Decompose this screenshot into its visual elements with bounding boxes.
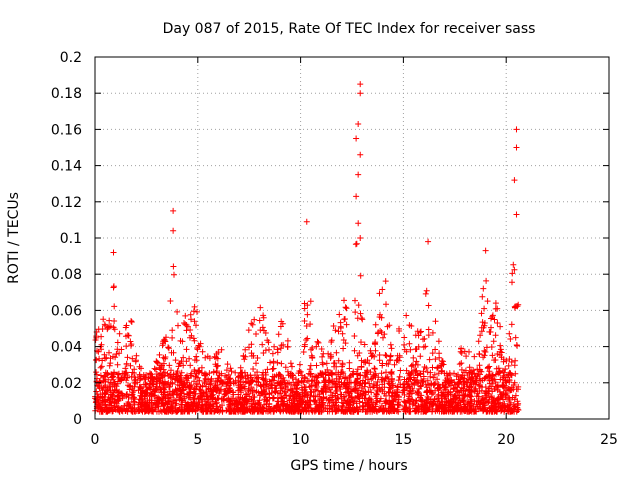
chart-title: Day 087 of 2015, Rate Of TEC Index for r… [163, 21, 536, 37]
y-tick-label: 0.16 [51, 122, 82, 138]
y-axis-ticks: 0 0.02 0.04 0.06 0.08 0.1 0.12 0.14 0.16 0.18 0.2 [51, 50, 609, 428]
data-point [513, 126, 520, 133]
data-point [303, 218, 310, 225]
y-tick-label: 0 [73, 412, 82, 428]
data-point [511, 177, 518, 184]
y-tick-label: 0.2 [60, 50, 82, 66]
data-point [170, 207, 177, 214]
data-points [92, 81, 522, 415]
data-point [170, 227, 177, 234]
data-point [482, 247, 489, 254]
y-tick-label: 0.1 [60, 231, 82, 247]
data-point [355, 171, 362, 178]
y-tick-label: 0.18 [51, 86, 82, 102]
x-tick-label: 10 [292, 432, 310, 448]
x-axis-label: GPS time / hours [290, 458, 407, 474]
data-point [513, 211, 520, 218]
data-point [353, 135, 360, 142]
data-point [513, 144, 520, 151]
data-point [357, 90, 364, 97]
x-tick-label: 5 [193, 432, 202, 448]
y-tick-label: 0.02 [51, 376, 82, 392]
x-axis-ticks: 0 5 10 15 20 25 [91, 57, 618, 448]
y-tick-label: 0.12 [51, 195, 82, 211]
data-point [425, 238, 432, 245]
x-tick-label: 25 [600, 432, 618, 448]
x-tick-label: 20 [497, 432, 515, 448]
data-point [357, 235, 364, 241]
data-point [357, 81, 364, 88]
y-axis-label: ROTI / TECUs [6, 192, 22, 284]
data-point [353, 193, 360, 200]
x-tick-label: 15 [394, 432, 412, 448]
grid [95, 57, 609, 419]
y-tick-label: 0.08 [51, 267, 82, 283]
y-tick-label: 0.06 [51, 303, 82, 319]
y-tick-label: 0.04 [51, 340, 82, 356]
data-point [110, 249, 117, 256]
data-point [355, 120, 362, 127]
x-tick-label: 0 [91, 432, 100, 448]
y-tick-label: 0.14 [51, 159, 82, 175]
data-point [357, 151, 364, 158]
data-point-cloud [92, 220, 522, 415]
